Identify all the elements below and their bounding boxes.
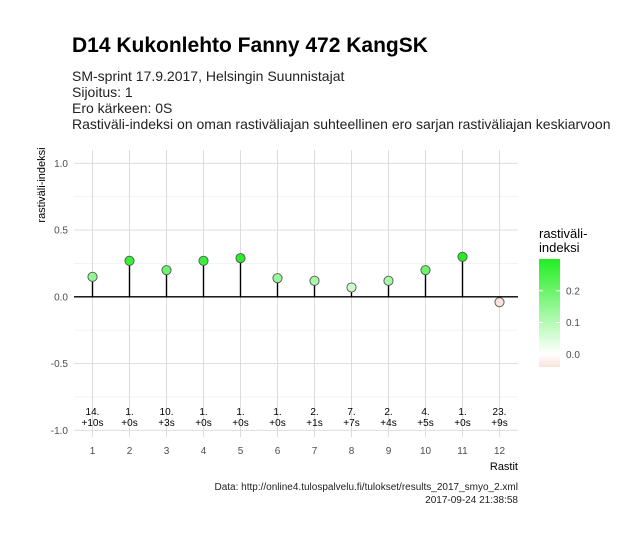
axes: 1.00.50.0-0.5-1.01 2 3 4 5 6 7 8 9 10 11 12 — [51, 159, 518, 457]
data-point — [457, 251, 468, 262]
diff-label: +0s — [269, 418, 285, 429]
x-tick-label: 6 — [275, 446, 281, 457]
diff-label: +3s — [158, 418, 174, 429]
x-tick-label: 7 — [312, 446, 318, 457]
x-tick-label: 10 — [420, 446, 432, 457]
points — [87, 251, 505, 308]
legend-colorbar — [539, 259, 560, 367]
x-tick-label: 4 — [201, 446, 207, 457]
rank-label: 1. — [273, 407, 281, 418]
y-tick-label: -1.0 — [51, 426, 69, 437]
data-point — [235, 253, 246, 264]
y-axis-label: rastiväli-indeksi — [36, 147, 48, 222]
y-tick-label: 0.5 — [54, 226, 68, 237]
y-tick-label: -0.5 — [51, 359, 69, 370]
x-tick-label: 3 — [164, 446, 170, 457]
data-point — [346, 282, 357, 293]
x-tick-label: 5 — [238, 446, 244, 457]
data-point — [87, 271, 98, 282]
data-point — [309, 275, 320, 286]
diff-label: +1s — [306, 418, 322, 429]
rank-label: 4. — [421, 407, 429, 418]
subtitle-gap-to-leader: Ero kärkeen: 0S — [72, 100, 173, 116]
data-point — [124, 255, 135, 266]
diff-label: +9s — [491, 418, 507, 429]
legend-tick-label: 0.2 — [566, 286, 580, 297]
legend-tick-label: 0.0 — [566, 350, 580, 361]
rank-label: 10. — [160, 407, 174, 418]
x-tick-label: 2 — [127, 446, 133, 457]
x-tick-label: 12 — [494, 446, 506, 457]
grid-lines — [74, 150, 518, 437]
diff-label: +5s — [417, 418, 433, 429]
subtitle-placement: Sijoitus: 1 — [72, 84, 133, 100]
diff-label: +0s — [121, 418, 137, 429]
legend-ticks: 0.2 0.1 0.0 — [539, 286, 580, 361]
chart-title: D14 Kukonlehto Fanny 472 KangSK — [72, 34, 428, 57]
caption-source: Data: http://online4.tulospalvelu.fi/tul… — [214, 482, 518, 493]
data-point — [420, 265, 431, 276]
x-axis-label: Rastit — [490, 461, 518, 473]
y-tick-label: 0.0 — [54, 292, 68, 303]
rank-label: 23. — [493, 407, 507, 418]
data-point — [383, 275, 394, 286]
data-point — [494, 297, 505, 308]
x-tick-label: 11 — [457, 446, 468, 457]
rank-label: 2. — [384, 407, 392, 418]
rank-label: 1. — [199, 407, 207, 418]
legend-title-line-2: indeksi — [539, 240, 580, 255]
legend-tick-label: 0.1 — [566, 318, 580, 329]
rank-label: 2. — [310, 407, 318, 418]
data-point — [198, 255, 209, 266]
rank-label: 1. — [236, 407, 244, 418]
data-point — [272, 273, 283, 284]
y-tick-label: 1.0 — [54, 159, 68, 170]
rank-label: 1. — [125, 407, 133, 418]
diff-label: +0s — [232, 418, 248, 429]
rank-label: 14. — [86, 407, 100, 418]
caption-timestamp: 2017-09-24 21:38:58 — [425, 495, 518, 506]
rank-label: 7. — [347, 407, 355, 418]
diff-label: +4s — [380, 418, 396, 429]
subtitle-event: SM-sprint 17.9.2017, Helsingin Suunnista… — [72, 68, 345, 84]
diff-label: +0s — [195, 418, 211, 429]
legend: rastiväli- indeksi 0.2 0.1 0.0 — [539, 226, 587, 367]
subtitle-index-definition: Rastiväli-indeksi on oman rastiväliajan … — [72, 116, 611, 132]
point-labels: 14.+10s1.+0s10.+3s1.+0s1.+0s1.+0s2.+1s7.… — [82, 407, 508, 429]
diff-label: +10s — [82, 418, 104, 429]
data-point — [161, 265, 172, 276]
diff-label: +7s — [343, 418, 359, 429]
x-tick-label: 9 — [386, 446, 392, 457]
x-tick-label: 1 — [90, 446, 96, 457]
legend-title-line-1: rastiväli- — [539, 226, 587, 241]
rank-label: 1. — [458, 407, 466, 418]
x-tick-label: 8 — [349, 446, 355, 457]
diff-label: +0s — [454, 418, 470, 429]
